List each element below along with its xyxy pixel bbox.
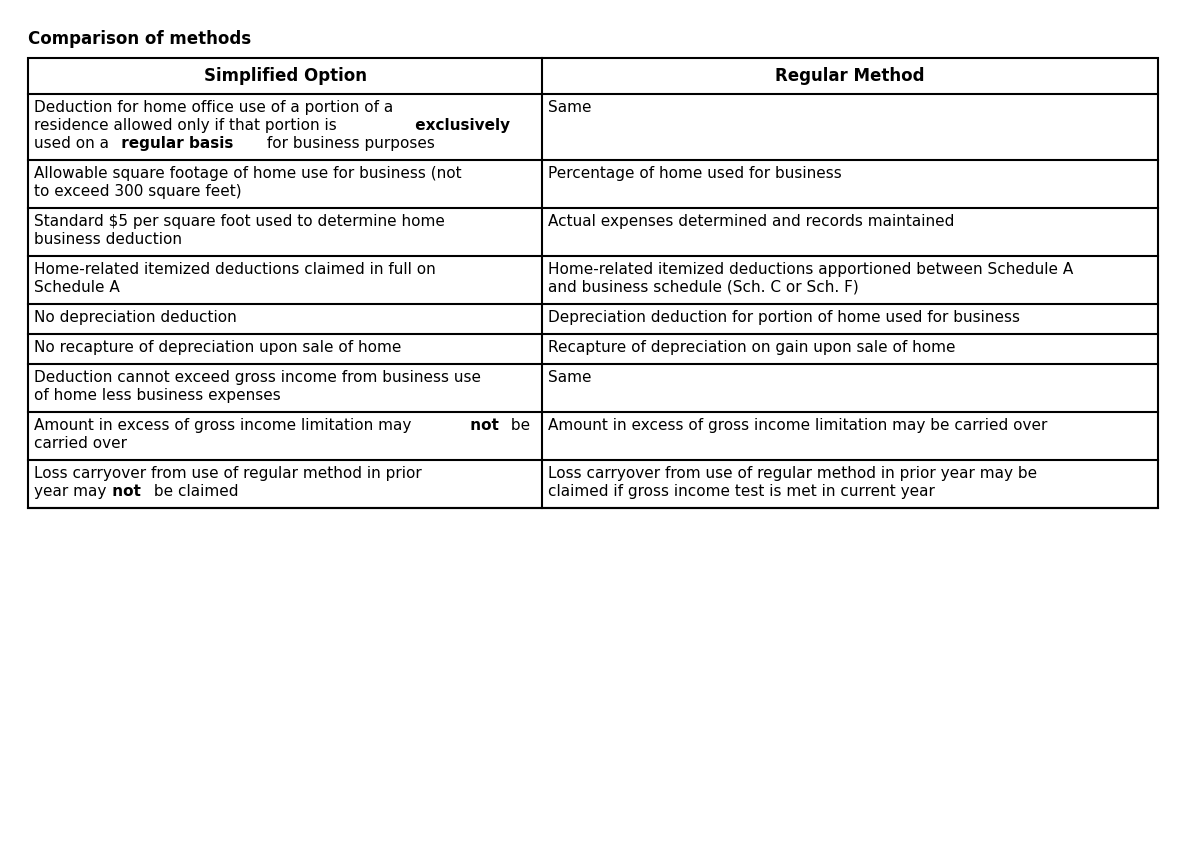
Text: business deduction: business deduction <box>34 232 181 247</box>
Text: Comparison of methods: Comparison of methods <box>28 30 251 48</box>
Text: Home-related itemized deductions claimed in full on: Home-related itemized deductions claimed… <box>34 262 436 277</box>
Text: Schedule A: Schedule A <box>34 280 120 295</box>
Text: used on a: used on a <box>34 136 110 151</box>
Text: Same: Same <box>548 100 591 115</box>
Text: Loss carryover from use of regular method in prior: Loss carryover from use of regular metho… <box>34 466 422 481</box>
Text: No depreciation deduction: No depreciation deduction <box>34 310 237 325</box>
Text: not: not <box>107 484 141 499</box>
Text: Loss carryover from use of regular method in prior year may be: Loss carryover from use of regular metho… <box>548 466 1038 481</box>
Text: No recapture of depreciation upon sale of home: No recapture of depreciation upon sale o… <box>34 340 402 355</box>
Text: Regular Method: Regular Method <box>775 67 925 85</box>
Text: be: be <box>507 418 530 433</box>
Text: year may: year may <box>34 484 106 499</box>
Text: Same: Same <box>548 370 591 385</box>
Text: Home-related itemized deductions apportioned between Schedule A: Home-related itemized deductions apporti… <box>548 262 1073 277</box>
Text: claimed if gross income test is met in current year: claimed if gross income test is met in c… <box>548 484 935 499</box>
Text: residence allowed only if that portion is: residence allowed only if that portion i… <box>34 118 337 133</box>
Text: Standard $5 per square foot used to determine home: Standard $5 per square foot used to dete… <box>34 214 445 229</box>
Bar <box>28 58 1158 508</box>
Text: carried over: carried over <box>34 436 127 451</box>
Text: Allowable square footage of home use for business (not: Allowable square footage of home use for… <box>34 166 462 181</box>
Text: Amount in excess of gross income limitation may: Amount in excess of gross income limitat… <box>34 418 411 433</box>
Text: Percentage of home used for business: Percentage of home used for business <box>548 166 842 181</box>
Text: Depreciation deduction for portion of home used for business: Depreciation deduction for portion of ho… <box>548 310 1020 325</box>
Text: exclusively: exclusively <box>410 118 510 133</box>
Text: not: not <box>465 418 498 433</box>
Text: Amount in excess of gross income limitation may be carried over: Amount in excess of gross income limitat… <box>548 418 1047 433</box>
Text: regular basis: regular basis <box>117 136 234 151</box>
Text: Deduction cannot exceed gross income from business use: Deduction cannot exceed gross income fro… <box>34 370 481 385</box>
Text: of home less business expenses: of home less business expenses <box>34 388 280 403</box>
Text: Simplified Option: Simplified Option <box>204 67 366 85</box>
Text: Recapture of depreciation on gain upon sale of home: Recapture of depreciation on gain upon s… <box>548 340 955 355</box>
Text: and business schedule (Sch. C or Sch. F): and business schedule (Sch. C or Sch. F) <box>548 280 859 295</box>
Text: be claimed: be claimed <box>148 484 238 499</box>
Text: for business purposes: for business purposes <box>262 136 435 151</box>
Text: to exceed 300 square feet): to exceed 300 square feet) <box>34 184 241 199</box>
Text: Deduction for home office use of a portion of a: Deduction for home office use of a porti… <box>34 100 393 115</box>
Text: Actual expenses determined and records maintained: Actual expenses determined and records m… <box>548 214 954 229</box>
